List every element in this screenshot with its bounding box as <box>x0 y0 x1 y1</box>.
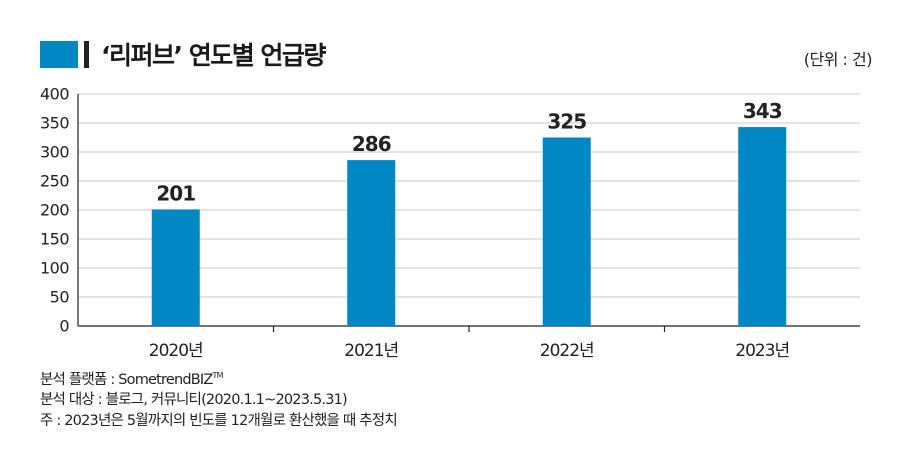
y-tick-label: 350 <box>40 114 69 133</box>
y-tick-label: 50 <box>50 288 70 307</box>
bar <box>738 127 787 326</box>
x-tick-label: 2021년 <box>344 341 398 361</box>
y-tick-label: 0 <box>59 317 69 336</box>
y-tick-label: 100 <box>40 259 69 278</box>
chart-title: ‘리퍼브’ 연도별 언급량 <box>101 41 326 70</box>
notes-block: 분석 플랫폼 : SometrendBIZTM 분석 대상 : 블로그, 커뮤니… <box>40 366 398 431</box>
y-tick-label: 250 <box>40 172 69 191</box>
x-tick-label: 2020년 <box>149 341 203 361</box>
x-tick-label: 2022년 <box>540 341 594 361</box>
y-tick-label: 400 <box>40 85 69 104</box>
y-tick-label: 150 <box>40 230 69 249</box>
y-tick-label: 200 <box>40 201 69 220</box>
chart-title-row: ‘리퍼브’ 연도별 언급량 <box>40 34 326 74</box>
data-label: 325 <box>547 110 586 134</box>
data-label: 201 <box>156 181 195 205</box>
note-target: 분석 대상 : 블로그, 커뮤니티(2020.1.1~2023.5.31) <box>40 392 348 409</box>
unit-label: (단위 : 건) <box>803 50 873 69</box>
x-tick-label: 2023년 <box>735 341 789 361</box>
bar <box>542 137 591 326</box>
data-label: 343 <box>743 99 782 123</box>
y-tick-label: 300 <box>40 143 69 162</box>
data-label: 286 <box>352 132 391 156</box>
bar <box>151 209 200 326</box>
bar <box>347 160 396 326</box>
title-accent-block <box>40 40 78 68</box>
note-platform: 분석 플랫폼 : SometrendBIZTM <box>40 371 224 388</box>
title-divider-bar <box>84 40 89 68</box>
note-footnote: 주 : 2023년은 5월까지의 빈도를 12개월로 환산했을 때 추정치 <box>40 412 398 429</box>
